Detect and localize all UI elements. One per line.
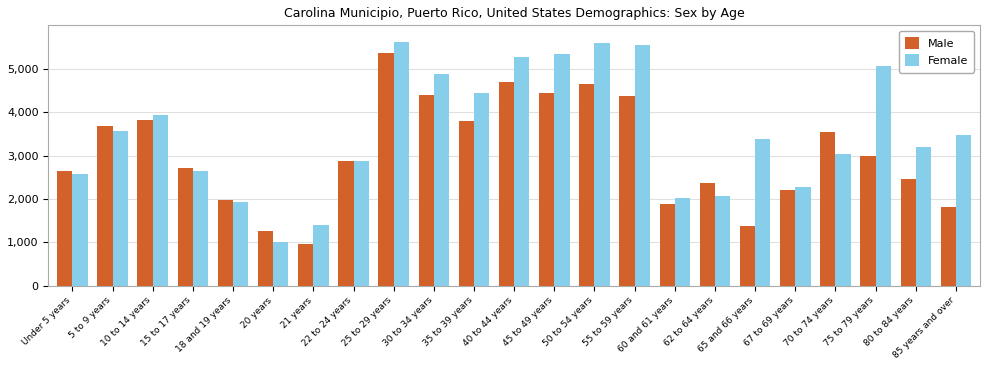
Bar [273, 242, 288, 286]
Bar [795, 187, 810, 286]
Bar [940, 207, 955, 286]
Bar [112, 131, 127, 286]
Bar [579, 84, 594, 286]
Bar [619, 97, 634, 286]
Bar [714, 196, 730, 286]
Bar [338, 161, 353, 286]
Bar [899, 179, 915, 286]
Bar [819, 132, 834, 286]
Title: Carolina Municipio, Puerto Rico, United States Demographics: Sex by Age: Carolina Municipio, Puerto Rico, United … [284, 7, 743, 20]
Bar [177, 168, 192, 286]
Bar [875, 66, 890, 286]
Legend: Male, Female: Male, Female [897, 31, 973, 73]
Bar [57, 171, 72, 286]
Bar [153, 115, 168, 286]
Bar [257, 231, 273, 286]
Bar [674, 198, 689, 286]
Bar [298, 244, 313, 286]
Bar [458, 121, 473, 286]
Bar [740, 226, 754, 286]
Bar [473, 93, 489, 286]
Bar [915, 147, 930, 286]
Bar [538, 92, 554, 286]
Bar [594, 43, 609, 286]
Bar [554, 54, 569, 286]
Bar [860, 156, 875, 286]
Bar [634, 45, 649, 286]
Bar [313, 225, 328, 286]
Bar [754, 139, 770, 286]
Bar [699, 184, 714, 286]
Bar [498, 82, 514, 286]
Bar [192, 171, 208, 286]
Bar [659, 204, 674, 286]
Bar [434, 75, 449, 286]
Bar [514, 57, 528, 286]
Bar [72, 174, 88, 286]
Bar [233, 202, 248, 286]
Bar [98, 127, 112, 286]
Bar [418, 95, 434, 286]
Bar [378, 53, 393, 286]
Bar [834, 154, 850, 286]
Bar [137, 120, 153, 286]
Bar [393, 42, 408, 286]
Bar [779, 190, 795, 286]
Bar [218, 200, 233, 286]
Bar [353, 161, 369, 286]
Bar [955, 135, 970, 286]
